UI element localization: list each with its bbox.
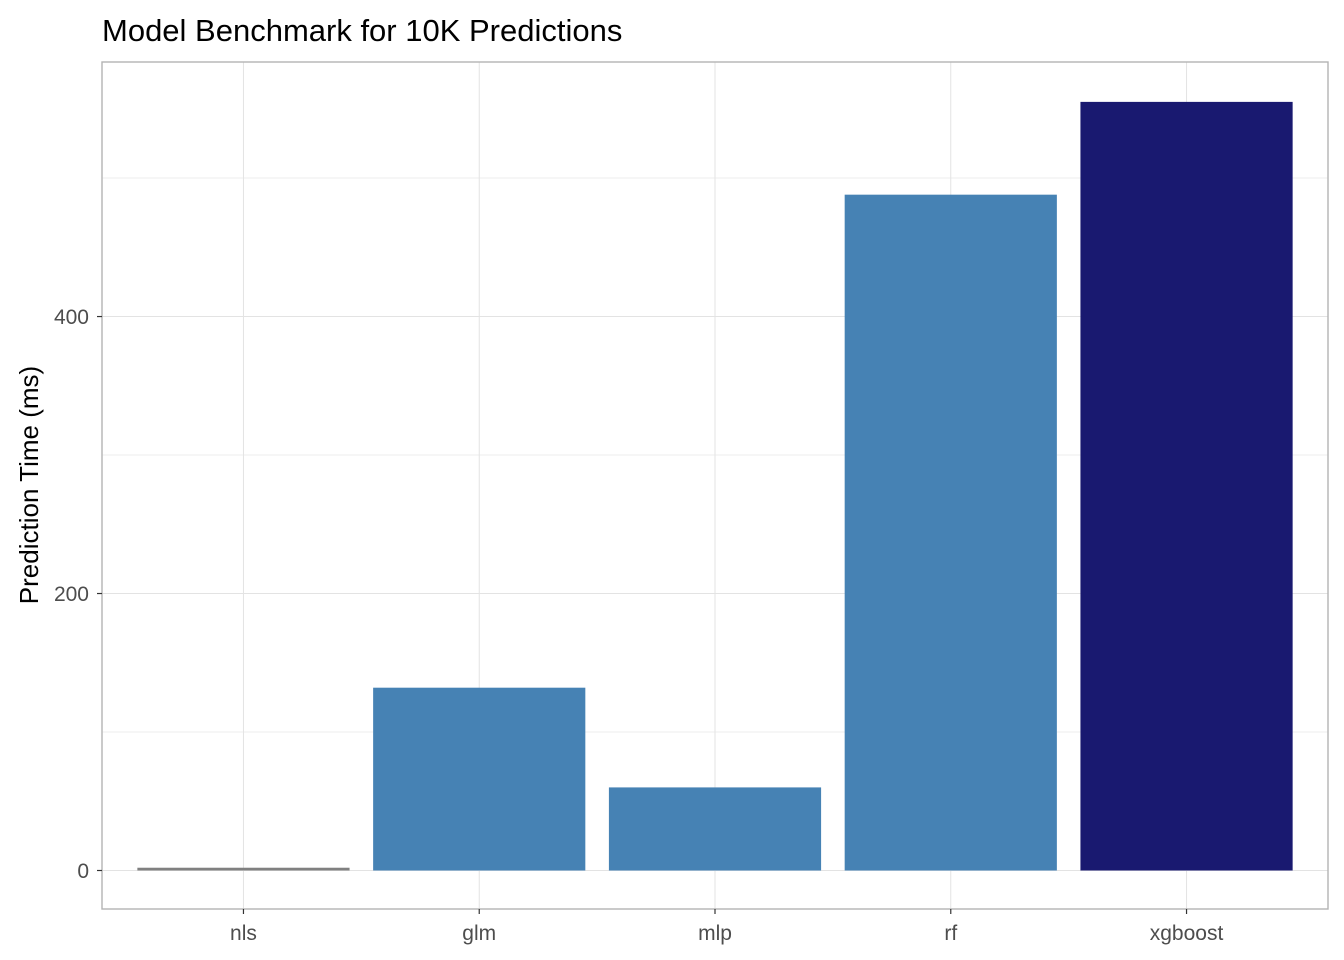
y-tick-label: 0	[77, 860, 89, 883]
chart-title: Model Benchmark for 10K Predictions	[102, 13, 622, 48]
y-tick-label: 400	[54, 306, 89, 329]
x-axis-ticks: nls glm mlp rf xgboost	[230, 909, 1223, 945]
bar-mlp	[608, 787, 822, 871]
x-tick-label-rf: rf	[944, 922, 957, 945]
bar-glm	[373, 687, 586, 871]
y-tick-label: 200	[54, 583, 89, 606]
y-axis-ticks: 0 200 400	[54, 306, 102, 883]
x-tick-label-glm: glm	[462, 922, 496, 945]
bar-xgboost	[1080, 101, 1293, 871]
x-tick-label-xgboost: xgboost	[1150, 922, 1224, 945]
x-tick-label-nls: nls	[230, 922, 257, 945]
bar-nls	[137, 867, 350, 871]
y-axis-label: Prediction Time (ms)	[14, 366, 44, 604]
x-tick-label-mlp: mlp	[698, 922, 732, 945]
bars	[137, 101, 1293, 871]
bar-rf	[844, 194, 1057, 871]
